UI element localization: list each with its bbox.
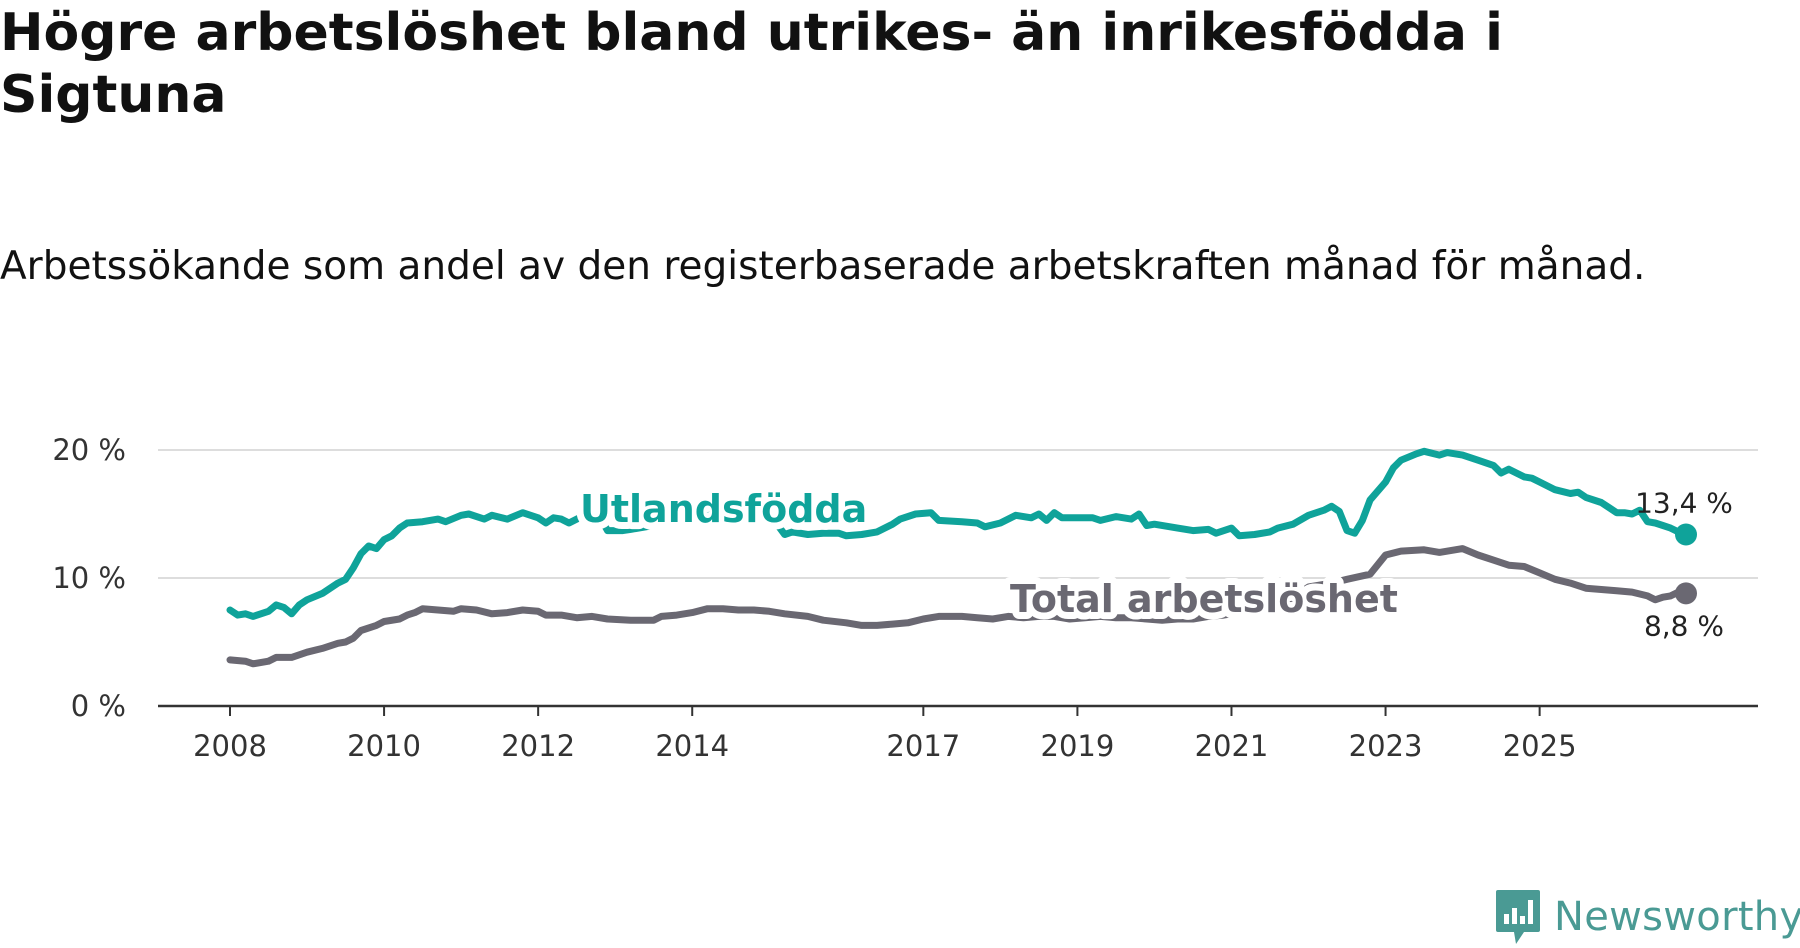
newsworthy-brand: Newsworthy xyxy=(1494,888,1800,946)
x-tick-label: 2025 xyxy=(1503,729,1577,763)
series-end-point-1 xyxy=(1675,582,1697,605)
end-value-label-1: 8,8 % xyxy=(1644,609,1724,642)
series-layer xyxy=(226,447,1697,668)
x-tick-label: 2023 xyxy=(1349,729,1423,763)
end-value-label-0: 13,4 % xyxy=(1635,486,1733,519)
grid-layer xyxy=(158,449,1758,708)
series-end-point-0 xyxy=(1675,523,1697,546)
series-line-1 xyxy=(226,545,1690,668)
x-tick-label: 2017 xyxy=(886,729,960,763)
series-line-0 xyxy=(226,447,1690,620)
y-tick-labels: 0 % 10 % 20 % xyxy=(52,433,126,723)
series-label-halo: Utlandsfödda xyxy=(580,487,867,531)
x-tick-labels: 2008 2010 2012 2014 2017 2019 2021 2023 2025 xyxy=(193,706,1577,763)
y-tick-label: 10 % xyxy=(52,561,126,595)
y-tick-label: 0 % xyxy=(71,689,126,723)
series-label-halo: Total arbetslöshet xyxy=(1010,577,1398,621)
series-label-0: Utlandsfödda xyxy=(580,487,867,531)
newsworthy-logo-icon xyxy=(1496,890,1540,944)
brand-name: Newsworthy xyxy=(1554,894,1800,940)
x-tick-label: 2010 xyxy=(347,729,421,763)
chart-title: Högre arbetslöshet bland utrikes- än inr… xyxy=(0,3,1503,125)
chart-subtitle: Arbetssökande som andel av den registerb… xyxy=(0,244,1646,289)
y-tick-label: 20 % xyxy=(52,433,126,467)
x-tick-label: 2021 xyxy=(1195,729,1269,763)
series-label-1: Total arbetslöshet xyxy=(1010,577,1398,621)
x-tick-label: 2019 xyxy=(1041,729,1115,763)
x-tick-label: 2012 xyxy=(501,729,575,763)
x-tick-label: 2008 xyxy=(193,729,267,763)
x-tick-label: 2014 xyxy=(655,729,729,763)
